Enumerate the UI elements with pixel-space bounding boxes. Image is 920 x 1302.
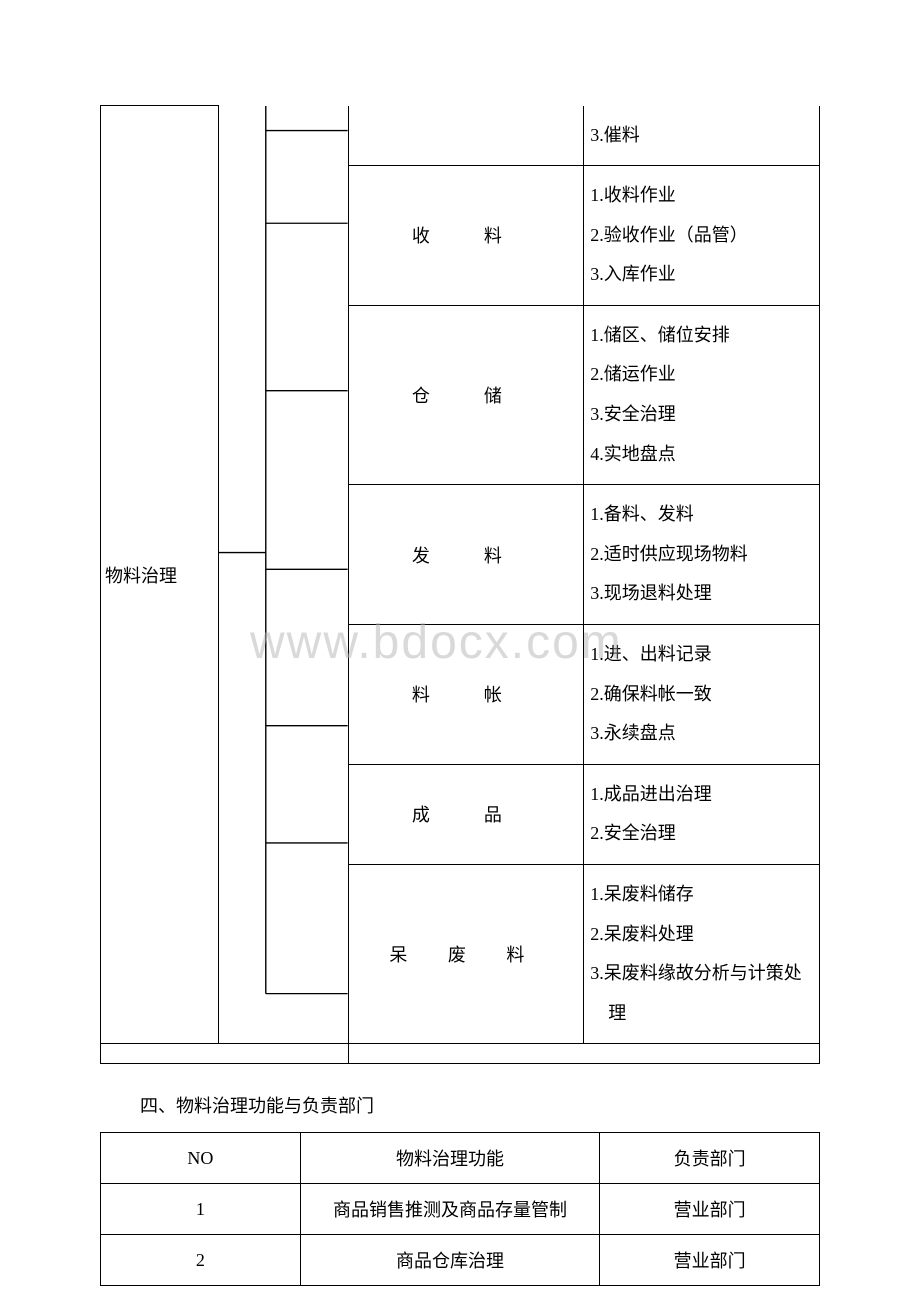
header-department: 负责部门 [600, 1133, 820, 1184]
spacer-row [101, 1044, 820, 1064]
row-function: 商品仓库治理 [300, 1235, 600, 1286]
tree-diagram [219, 106, 348, 1044]
detail-item: 1.备料、发料 [590, 495, 813, 535]
row-department: 营业部门 [600, 1184, 820, 1235]
detail-item: 1.成品进出治理 [590, 775, 813, 815]
category-cell: 发 料 [348, 485, 584, 625]
detail-item: 3.催料 [590, 116, 813, 156]
category-label: 仓 储 [412, 386, 520, 406]
header-function: 物料治理功能 [300, 1133, 600, 1184]
category-label: 发 料 [412, 546, 520, 566]
category-label: 料 帐 [412, 685, 520, 705]
detail-item: 1.进、出料记录 [590, 635, 813, 675]
details-cell: 1.收料作业 2.验收作业（品管） 3.入库作业 [584, 166, 820, 306]
details-cell: 1.备料、发料 2.适时供应现场物料 3.现场退料处理 [584, 485, 820, 625]
detail-item: 3.入库作业 [590, 255, 813, 295]
table-header-row: NO 物料治理功能 负责部门 [101, 1133, 820, 1184]
category-cell: 料 帐 [348, 625, 584, 765]
detail-item: 2.适时供应现场物料 [590, 535, 813, 575]
detail-item: 3.现场退料处理 [590, 574, 813, 614]
details-cell: 1.储区、储位安排 2.储运作业 3.安全治理 4.实地盘点 [584, 305, 820, 484]
category-label: 呆 废 料 [389, 945, 542, 965]
main-label-cell: 物料治理 [101, 106, 219, 1044]
category-label: 收 料 [412, 226, 520, 246]
spacer-cell [101, 1044, 349, 1064]
section-title: 四、物料治理功能与负责部门 [140, 1092, 920, 1118]
category-cell: 成 品 [348, 764, 584, 864]
detail-item: 2.安全治理 [590, 814, 813, 854]
row-no: 1 [101, 1184, 301, 1235]
detail-item: 3.呆废料缘故分析与计策处理 [590, 954, 813, 1033]
category-label: 成 品 [412, 805, 520, 825]
detail-item: 2.储运作业 [590, 355, 813, 395]
detail-item: 1.储区、储位安排 [590, 316, 813, 356]
detail-item: 1.呆废料储存 [590, 875, 813, 915]
details-cell: 1.呆废料储存 2.呆废料处理 3.呆废料缘故分析与计策处理 [584, 865, 820, 1044]
table-row: 1 商品销售推测及商品存量管制 营业部门 [101, 1184, 820, 1235]
details-cell: 1.进、出料记录 2.确保料帐一致 3.永续盘点 [584, 625, 820, 765]
row-no: 2 [101, 1235, 301, 1286]
category-cell [348, 106, 584, 166]
detail-item: 3.安全治理 [590, 395, 813, 435]
row-department: 营业部门 [600, 1235, 820, 1286]
details-cell: 1.成品进出治理 2.安全治理 [584, 764, 820, 864]
detail-item: 2.呆废料处理 [590, 915, 813, 955]
row-function: 商品销售推测及商品存量管制 [300, 1184, 600, 1235]
detail-item: 1.收料作业 [590, 176, 813, 216]
spacer-cell [348, 1044, 820, 1064]
category-cell: 收 料 [348, 166, 584, 306]
main-label: 物料治理 [105, 566, 177, 586]
detail-item: 4.实地盘点 [590, 435, 813, 475]
department-table: NO 物料治理功能 负责部门 1 商品销售推测及商品存量管制 营业部门 2 商品… [100, 1132, 820, 1286]
detail-item: 2.验收作业（品管） [590, 216, 813, 256]
table-row: 2 商品仓库治理 营业部门 [101, 1235, 820, 1286]
header-no: NO [101, 1133, 301, 1184]
category-cell: 仓 储 [348, 305, 584, 484]
tree-cell [218, 106, 348, 1044]
category-cell: 呆 废 料 [348, 865, 584, 1044]
detail-item: 2.确保料帐一致 [590, 675, 813, 715]
table-row: 物料治理 3.催料 [101, 106, 820, 166]
details-cell: 3.催料 [584, 106, 820, 166]
detail-item: 3.永续盘点 [590, 714, 813, 754]
material-management-table: 物料治理 3.催料 收 料 1.收料作业 [100, 105, 820, 1064]
